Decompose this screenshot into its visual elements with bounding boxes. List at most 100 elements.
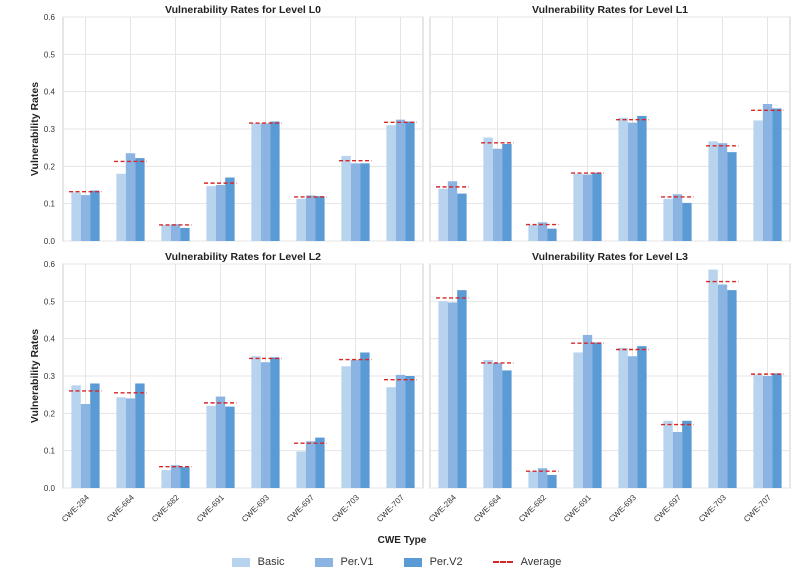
bar-per-v2 bbox=[90, 190, 100, 241]
bar-per-v1 bbox=[80, 404, 91, 488]
bar-per-v1 bbox=[350, 359, 361, 488]
bar-per-v2 bbox=[682, 202, 692, 241]
bar-basic bbox=[386, 387, 396, 488]
bar-per-v2 bbox=[135, 383, 145, 488]
bar-basic bbox=[663, 420, 673, 488]
bar-per-v1 bbox=[305, 195, 316, 241]
bar-basic bbox=[573, 173, 583, 241]
bar-per-v2 bbox=[547, 228, 557, 241]
legend-item-basic: Basic bbox=[231, 556, 285, 568]
bar-basic bbox=[116, 397, 126, 488]
bar-per-v2 bbox=[727, 290, 737, 488]
bar-basic bbox=[438, 301, 448, 488]
bar-per-v2 bbox=[457, 290, 467, 488]
y-tick-label: 0.0 bbox=[44, 484, 56, 493]
bar-per-v1 bbox=[125, 398, 136, 488]
bar-per-v1 bbox=[170, 465, 181, 488]
bar-per-v1 bbox=[260, 123, 271, 241]
bar-per-v2 bbox=[502, 143, 512, 241]
y-tick-label: 0.6 bbox=[44, 13, 56, 22]
bar-per-v2 bbox=[592, 172, 602, 241]
bar-basic bbox=[618, 348, 628, 488]
bar-basic bbox=[663, 198, 673, 241]
bar-basic bbox=[483, 137, 493, 241]
x-tick-label: CWE-693 bbox=[607, 493, 638, 524]
bar-per-v1 bbox=[170, 224, 181, 241]
bar-per-v2 bbox=[502, 370, 512, 488]
x-tick-label: CWE-697 bbox=[285, 493, 316, 524]
bar-per-v1 bbox=[492, 362, 503, 488]
bar-per-v1 bbox=[672, 432, 683, 488]
bar-per-v2 bbox=[180, 227, 190, 241]
y-tick-label: 0.1 bbox=[44, 447, 56, 456]
bar-per-v1 bbox=[215, 185, 226, 241]
bar-per-v1 bbox=[260, 362, 271, 488]
bar-per-v2 bbox=[270, 357, 280, 488]
bar-basic bbox=[708, 141, 718, 241]
bar-per-v2 bbox=[360, 352, 370, 488]
x-tick-label: CWE-691 bbox=[195, 493, 226, 524]
x-tick-label: CWE-682 bbox=[517, 493, 548, 524]
x-tick-label: CWE-284 bbox=[60, 493, 91, 524]
bar-basic bbox=[528, 224, 538, 241]
bar-per-v2 bbox=[315, 437, 325, 488]
bar-per-v1 bbox=[447, 302, 458, 488]
x-tick-label: CWE-707 bbox=[375, 493, 406, 524]
bar-per-v1 bbox=[305, 441, 316, 488]
bar-basic bbox=[386, 125, 396, 241]
bar-per-v1 bbox=[627, 356, 638, 488]
y-tick-label: 0.5 bbox=[44, 50, 56, 59]
x-tick-label: CWE-707 bbox=[742, 493, 773, 524]
bar-basic bbox=[296, 198, 306, 241]
bar-basic bbox=[618, 117, 628, 241]
bar-per-v2 bbox=[315, 196, 325, 241]
bar-basic bbox=[528, 471, 538, 488]
bar-per-v1 bbox=[395, 374, 406, 488]
legend-swatch-per-v1 bbox=[314, 557, 333, 567]
legend-item-per-v1: Per.V1 bbox=[314, 556, 374, 568]
bar-basic bbox=[753, 120, 763, 241]
x-tick-label: CWE-691 bbox=[562, 493, 593, 524]
bar-basic bbox=[483, 359, 493, 488]
bar-per-v1 bbox=[537, 222, 548, 241]
bar-per-v2 bbox=[270, 121, 280, 241]
y-tick-label: 0.4 bbox=[44, 335, 56, 344]
y-tick-label: 0.4 bbox=[44, 88, 56, 97]
bar-per-v1 bbox=[492, 148, 503, 241]
bar-basic bbox=[708, 269, 718, 488]
bar-basic bbox=[251, 356, 261, 488]
bar-basic bbox=[206, 405, 216, 488]
bar-per-v2 bbox=[405, 121, 415, 241]
y-axis-label: Vulnerability Rates bbox=[29, 329, 41, 423]
x-tick-label: CWE-703 bbox=[330, 493, 361, 524]
bar-per-v1 bbox=[215, 396, 226, 488]
legend-label-average: Average bbox=[520, 556, 562, 568]
x-axis-label: CWE Type bbox=[378, 535, 427, 546]
bar-per-v2 bbox=[547, 474, 557, 488]
x-tick-label: CWE-664 bbox=[472, 493, 503, 524]
bar-per-v2 bbox=[772, 108, 782, 241]
bar-basic bbox=[341, 366, 351, 488]
bar-basic bbox=[251, 123, 261, 241]
bar-per-v2 bbox=[772, 373, 782, 488]
legend-swatch-basic bbox=[231, 557, 250, 567]
x-tick-label: CWE-284 bbox=[427, 493, 458, 524]
bar-basic bbox=[438, 188, 448, 241]
x-tick-label: CWE-682 bbox=[150, 493, 181, 524]
bar-basic bbox=[161, 224, 171, 241]
bar-per-v1 bbox=[395, 119, 406, 241]
bar-per-v2 bbox=[592, 342, 602, 488]
y-tick-label: 0.6 bbox=[44, 260, 56, 269]
legend-item-average: Average bbox=[492, 556, 562, 568]
panel-title: Vulnerability Rates for Level L2 bbox=[165, 251, 321, 263]
bar-per-v2 bbox=[360, 163, 370, 241]
legend-swatch-average bbox=[492, 561, 513, 563]
panel-title: Vulnerability Rates for Level L3 bbox=[532, 251, 688, 263]
y-axis-label: Vulnerability Rates bbox=[29, 82, 41, 176]
bar-basic bbox=[206, 186, 216, 241]
bar-per-v2 bbox=[180, 467, 190, 488]
bar-per-v2 bbox=[225, 406, 235, 488]
bar-basic bbox=[341, 155, 351, 241]
bar-basic bbox=[116, 173, 126, 241]
